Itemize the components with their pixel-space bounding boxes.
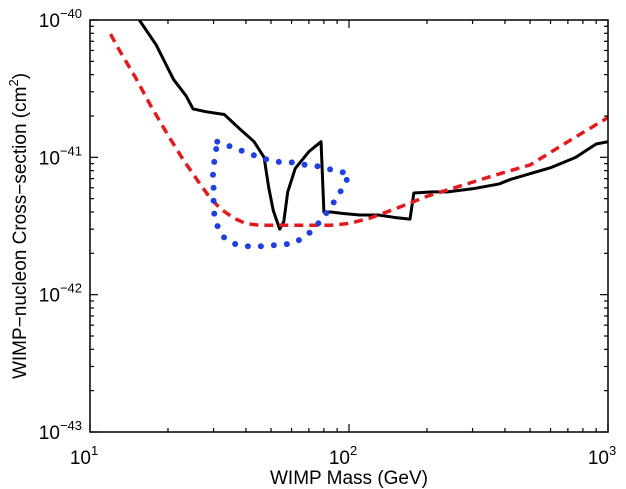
x-tick-label: 101 [70, 443, 98, 469]
x-axis-label: WIMP Mass (GeV) [270, 468, 428, 489]
y-axis-label-close: ) [10, 73, 31, 79]
y-axis-label-main: WIMP−nucleon Cross−section (cm [10, 87, 31, 380]
y-tick-label: 10−41 [39, 143, 82, 169]
x-tick-label: 102 [329, 443, 357, 469]
y-axis-label: WIMP−nucleon Cross−section (cm2) [6, 73, 31, 379]
y-axis-label-exponent: 2 [6, 79, 21, 86]
dashed-limit-curve [108, 33, 608, 228]
data-curves [108, 20, 608, 250]
y-tick-label: 10−42 [39, 281, 82, 307]
dotted-region-curve [209, 138, 352, 250]
y-tick-label: 10−43 [39, 418, 82, 444]
axis-ticks: 101 102 103 10−43 10−42 10−41 10−40 [39, 6, 616, 469]
plot-frame [89, 19, 609, 433]
y-tick-label: 10−40 [39, 6, 82, 32]
x-tick-label: 103 [588, 443, 616, 469]
solid-limit-curve [138, 20, 608, 231]
